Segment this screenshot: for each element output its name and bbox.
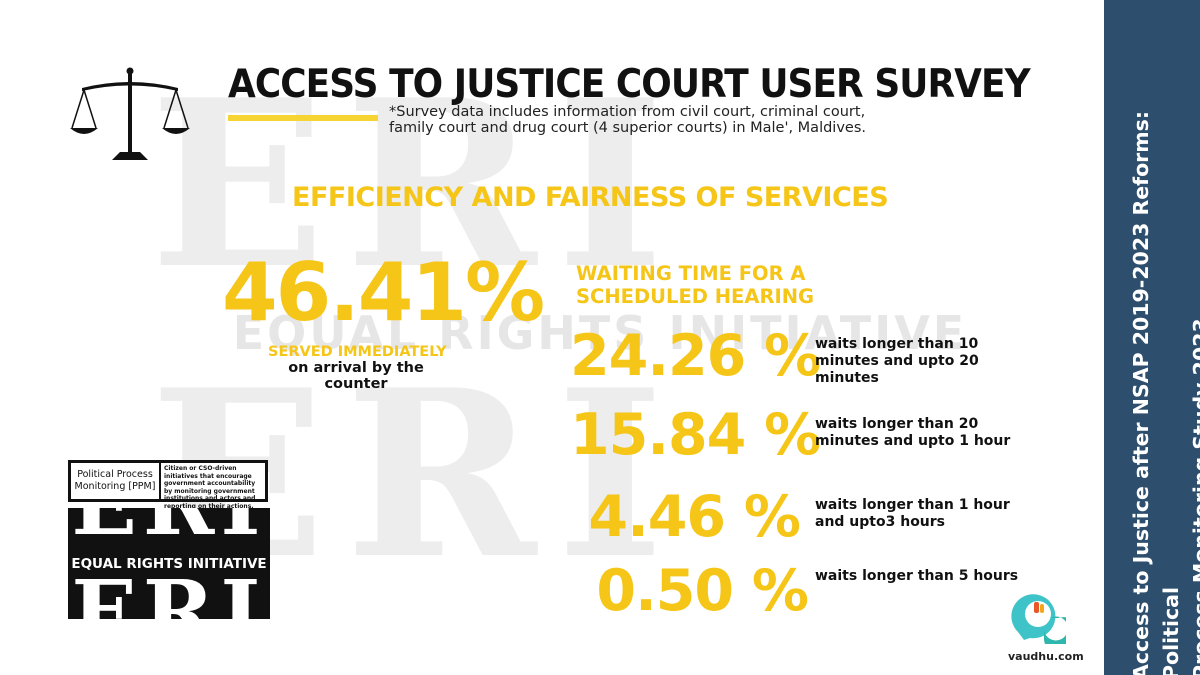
waiting-row-1-desc: waits longer than 10 minutes and upto 20… [815,336,979,386]
ppm-logo-description: Citizen or CSO-driven initiatives that e… [161,463,265,510]
title-underline [228,115,378,121]
waiting-row-3-value: 4.46 % [588,484,801,550]
section-heading: EFFICIENCY AND FAIRNESS OF SERVICES [292,182,889,213]
waiting-time-heading: WAITING TIME FOR A SCHEDULED HEARING [576,262,815,308]
ppm-logo-name: Political Process Monitoring [PPM] [71,463,161,499]
scales-of-justice-icon [70,67,190,160]
served-immediately-subtext: on arrival by the counter [288,360,424,392]
waiting-row-1-value: 24.26 % [570,323,821,389]
sidebar-panel [1104,0,1200,675]
eri-logo: ERI ERI EQUAL RIGHTS INITIATIVE [68,508,270,619]
sidebar-study-title: Access to Justice after NSAP 2019-2023 R… [1129,110,1200,675]
ppm-logo: Political Process Monitoring [PPM] Citiz… [68,460,268,510]
vaudhu-logo-icon [1011,594,1066,644]
survey-note: *Survey data includes information from c… [389,104,866,136]
page-title: ACCESS TO JUSTICE COURT USER SURVEY [228,62,1031,107]
waiting-row-4-desc: waits longer than 5 hours [815,568,1019,584]
waiting-row-2-value: 15.84 % [570,402,821,468]
eri-logo-name: EQUAL RIGHTS INITIATIVE [68,556,270,572]
eri-logo-letters-bottom: ERI [71,562,267,620]
eri-logo-letters-top: ERI [68,508,270,548]
served-immediately-value: 46.41% [222,246,545,339]
served-immediately-label: SERVED IMMEDIATELY [268,344,447,360]
waiting-row-4-value: 0.50 % [596,558,809,624]
waiting-row-2-desc: waits longer than 20 minutes and upto 1 … [815,416,1011,449]
watermark-band [145,302,1055,364]
waiting-row-3-desc: waits longer than 1 hour and upto3 hours [815,497,1010,530]
vaudhu-website: vaudhu.com [1008,650,1084,663]
watermark-middle-text: EQUAL RIGHTS INITIATIVE [232,306,968,360]
